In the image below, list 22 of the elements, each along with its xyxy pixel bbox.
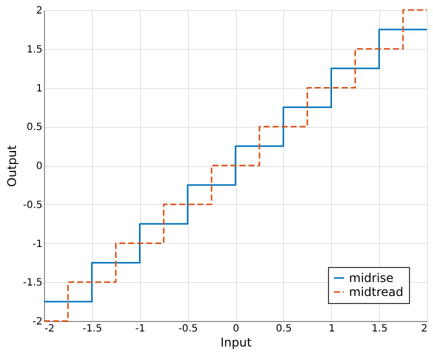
- y-tick-label: 1: [36, 83, 42, 94]
- x-tick-label: 1: [328, 324, 335, 334]
- x-tick-label: 2: [421, 324, 428, 334]
- x-tick-label: 1.5: [372, 324, 388, 334]
- x-tick-label: -1: [135, 324, 146, 334]
- legend-label: midrise: [349, 271, 394, 285]
- x-axis-title: Input: [220, 336, 252, 350]
- y-tick-label: -0.5: [22, 200, 42, 211]
- y-tick-label: -2: [32, 316, 42, 328]
- y-tick-label: 0.5: [26, 122, 42, 134]
- x-tick-label: 0.5: [276, 324, 292, 334]
- y-tick-label: -1.5: [22, 278, 42, 289]
- x-tick-label: -0.5: [178, 324, 198, 334]
- y-tick-label: 1.5: [26, 44, 42, 56]
- legend-label: midtread: [349, 285, 404, 299]
- y-tick-label: 2: [36, 6, 42, 16]
- y-axis-title: Output: [4, 144, 19, 187]
- x-tick-label: 0: [232, 324, 240, 334]
- y-tick-label: -1: [32, 238, 42, 250]
- x-tick-label: -2: [44, 324, 54, 334]
- y-tick-label: 0: [36, 161, 42, 172]
- x-tick-label: -1.5: [82, 324, 102, 334]
